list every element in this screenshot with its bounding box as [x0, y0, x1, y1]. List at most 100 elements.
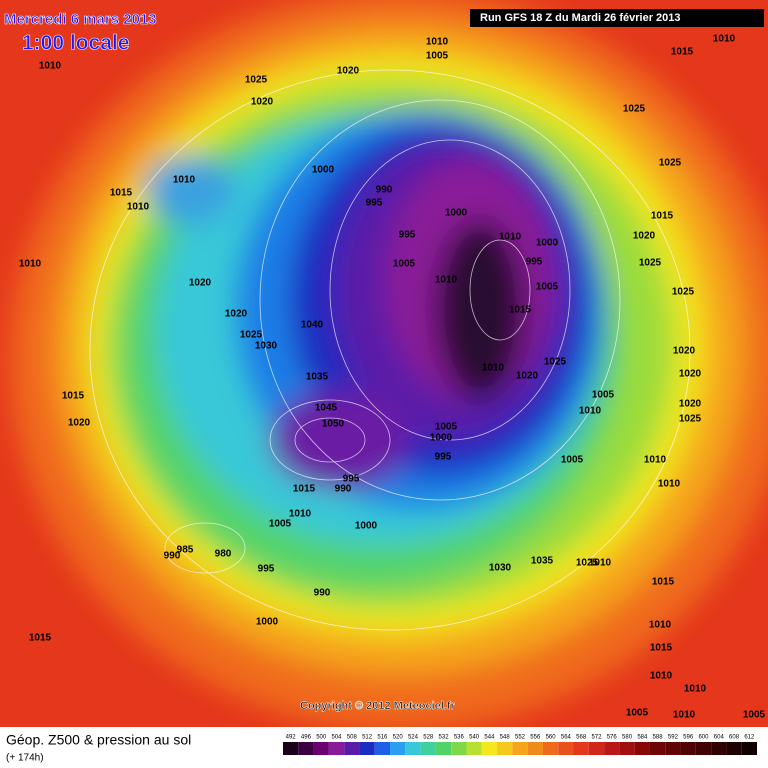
isobar-label: 1010	[684, 684, 707, 695]
isobar-label: 1005	[626, 708, 649, 719]
isobar-label: 995	[526, 257, 543, 268]
isobar-label: 1000	[355, 521, 378, 532]
isobar-label: 1040	[301, 320, 324, 331]
forecast-date: Mercredi 6 mars 2013	[4, 11, 157, 28]
colorbar-label: 600	[698, 735, 709, 741]
isobar-label: 1050	[322, 419, 345, 430]
colorbar-label: 496	[301, 735, 312, 741]
colorbar-label: 576	[607, 735, 618, 741]
geopotential-field	[0, 0, 768, 727]
colorbar-swatch	[328, 742, 345, 755]
colorbar-swatch	[344, 742, 360, 755]
isobar-label: 1035	[306, 372, 329, 383]
isobar-label: 1020	[251, 97, 274, 108]
colorbar-swatch	[512, 742, 528, 755]
colorbar-label: 504	[332, 735, 343, 741]
colorbar-swatch	[420, 742, 436, 755]
isobar-label: 995	[366, 198, 383, 209]
isobar-label: 1025	[240, 330, 263, 341]
isobar-label: 1005	[592, 390, 615, 401]
isobar-label: 1020	[225, 309, 248, 320]
isobar-label: 1025	[639, 258, 662, 269]
colorbar-label: 524	[408, 735, 419, 741]
isobar-label: 1015	[62, 391, 85, 402]
isobar-label: 1020	[633, 231, 656, 242]
isobar-label: 1005	[393, 259, 416, 270]
legend-subtitle: (+ 174h)	[6, 753, 44, 764]
isobar-label: 1030	[489, 563, 512, 574]
colorbar-label: 568	[576, 735, 587, 741]
isobar-label: 985	[177, 545, 194, 556]
isobar-label: 1025	[544, 357, 567, 368]
colorbar-label: 492	[286, 735, 297, 741]
isobar-label: 990	[335, 484, 352, 495]
colorbar-swatch	[711, 742, 727, 755]
colorbar-label: 572	[591, 735, 602, 741]
isobar-label: 1010	[19, 259, 42, 270]
colorbar-swatch	[466, 742, 482, 755]
isobar-label: 1025	[672, 287, 695, 298]
colorbar-swatch	[451, 742, 467, 755]
isobar-label: 1010	[589, 558, 612, 569]
isobar-label: 1020	[516, 371, 539, 382]
colorbar-label: 512	[362, 735, 373, 741]
colorbar-label: 516	[377, 735, 388, 741]
isobar-label: 1010	[644, 455, 667, 466]
colorbar-swatch	[390, 742, 406, 755]
isobar-label: 1010	[127, 202, 150, 213]
isobar-label: 1010	[289, 509, 312, 520]
colorbar-swatch	[695, 742, 712, 755]
colorbar-swatch	[497, 742, 513, 755]
isobar-label: 1020	[337, 66, 360, 77]
colorbar-label: 584	[637, 735, 648, 741]
isobar-label: 1045	[315, 403, 338, 414]
isobar-label: 1020	[68, 418, 91, 429]
colorbar-swatch	[313, 742, 329, 755]
isobar-label: 1005	[561, 455, 584, 466]
isobar-label: 1010	[499, 232, 522, 243]
isobar-label: 1010	[650, 671, 673, 682]
isobar-label: 1005	[536, 282, 559, 293]
colorbar-swatch	[283, 742, 299, 755]
isobar-label: 1015	[509, 305, 532, 316]
colorbar-label: 528	[423, 735, 434, 741]
colorbar-label: 612	[744, 735, 755, 741]
isobar-label: 1020	[679, 399, 702, 410]
colorbar-label: 608	[729, 735, 740, 741]
isobar-label: 990	[314, 588, 331, 599]
colorbar-label: 540	[469, 735, 480, 741]
isobar-label: 1010	[649, 620, 672, 631]
isobar-label: 1020	[189, 278, 212, 289]
isobar-label: 1005	[435, 422, 458, 433]
colorbar-swatch	[435, 742, 452, 755]
isobar-label: 1015	[29, 633, 52, 644]
isobar-label: 1030	[255, 341, 278, 352]
isobar-label: 1025	[679, 414, 702, 425]
colorbar-swatch	[405, 742, 421, 755]
colorbar-swatch	[573, 742, 589, 755]
isobar-label: 1010	[579, 406, 602, 417]
isobar-label: 1020	[673, 346, 696, 357]
colorbar-swatch	[619, 742, 635, 755]
isobar-label: 990	[164, 551, 181, 562]
isobar-label: 1000	[430, 433, 453, 444]
isobar-label: 1015	[651, 211, 674, 222]
colorbar-label: 520	[393, 735, 404, 741]
isobar-label: 1000	[312, 165, 335, 176]
isobar-label: 1000	[445, 208, 468, 219]
isobar-label: 1005	[269, 519, 292, 530]
colorbar-swatch	[665, 742, 681, 755]
run-banner	[470, 9, 764, 27]
isobar-label: 1015	[652, 577, 675, 588]
isobar-label: 1000	[256, 617, 279, 628]
isobar-label: 995	[399, 230, 416, 241]
isobar-label: 990	[376, 185, 393, 196]
isobar-label: 1015	[671, 47, 694, 58]
colorbar-swatch	[741, 742, 757, 755]
colorbar-swatch	[604, 742, 620, 755]
isobar-label: 1010	[713, 34, 736, 45]
isobar-label: 1010	[173, 175, 196, 186]
colorbar-label: 560	[546, 735, 557, 741]
